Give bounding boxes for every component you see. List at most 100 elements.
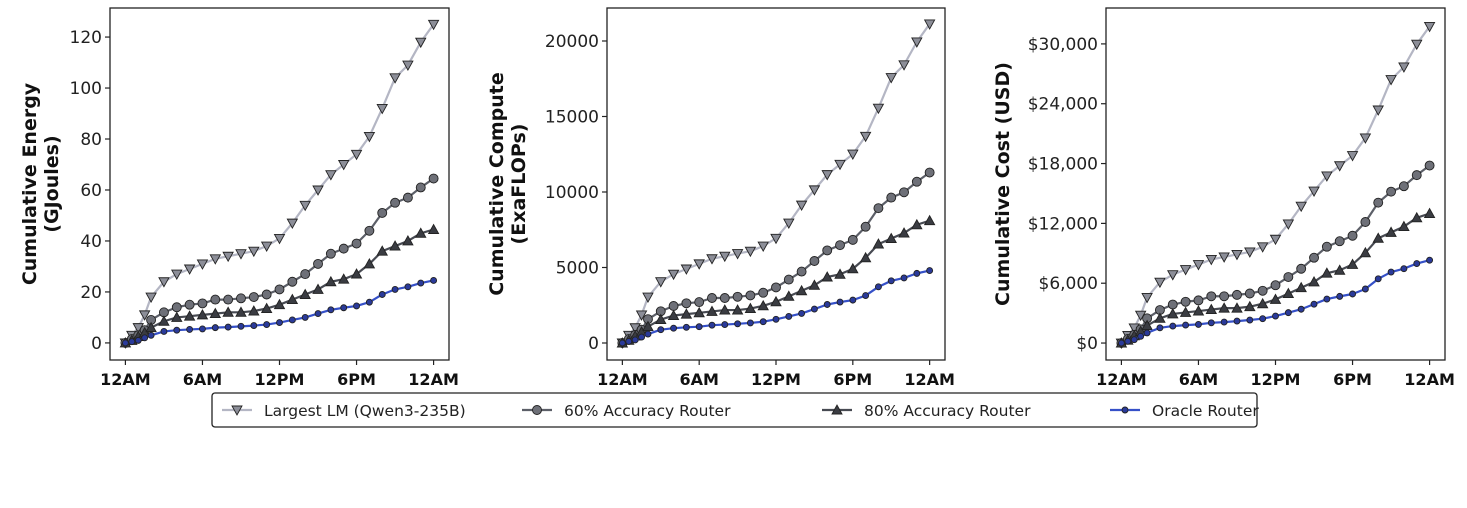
data-point-2-26 [1423,207,1436,218]
data-point-2-12 [248,305,260,316]
data-point-1-22 [1373,197,1384,208]
data-point-2-15 [286,293,299,305]
y-tick-label: $0 [1076,334,1098,354]
data-point-2-16 [299,288,311,299]
data-point-0-8 [693,259,705,270]
data-point-2-20 [350,268,363,279]
y-tick-label: 100 [70,79,102,99]
data-point-3-0 [121,339,129,347]
y-tick-label: 0 [588,334,599,354]
y-tick-label: $24,000 [1028,95,1098,115]
data-point-3-14 [276,319,283,326]
data-point-1-19 [338,243,349,254]
data-point-1-9 [707,293,717,303]
x-tick-label: 6AM [183,370,222,389]
data-point-3-20 [353,302,360,310]
data-point-0-14 [770,233,782,245]
data-point-3-21 [365,298,373,306]
data-point-0-21 [1359,133,1372,144]
data-point-3-25 [1413,260,1421,268]
data-point-0-3 [635,310,648,321]
data-point-2-23 [1385,226,1397,237]
data-point-1-18 [822,245,833,256]
data-point-1-19 [835,240,845,251]
data-point-2-13 [1256,297,1269,309]
data-point-3-26 [926,267,934,274]
data-point-2-26 [923,214,936,226]
data-point-1-12 [248,292,259,302]
data-point-1-20 [847,234,858,245]
data-point-2-10 [719,304,731,315]
legend-label: 60% Accuracy Router [564,402,731,420]
data-point-3-5 [657,326,665,334]
data-point-1-20 [351,238,362,249]
data-point-1-10 [719,293,730,303]
data-point-0-24 [402,60,414,72]
data-point-1-11 [236,293,246,304]
data-point-2-5 [158,315,170,326]
chart-panel-cost: $0 $6,000 $12,000 $18,000 $24,000 $30,000 12AM… [992,7,1455,389]
data-point-2-20 [1346,258,1359,269]
data-point-2-19 [1333,264,1346,275]
data-point-0-13 [757,241,769,252]
y-tick-label: 60 [80,181,102,201]
data-point-1-24 [899,187,909,198]
data-point-3-8 [695,323,703,331]
data-point-2-25 [1410,211,1423,223]
data-point-3-12 [250,322,258,330]
data-point-1-15 [1283,272,1294,282]
series-3 [618,267,934,347]
data-point-3-5 [1156,324,1164,332]
data-point-1-9 [210,294,221,305]
data-point-1-7 [681,298,692,309]
x-tick-label: 6AM [679,370,718,389]
data-point-1-18 [325,248,336,259]
data-point-0-3 [138,310,151,321]
data-point-1-11 [1232,289,1242,300]
chart-panel-energy: 0 20 40 60 80 100 120 12AM 6AM 12PM 6PM 12AM Cumulat… [19,7,459,389]
data-point-3-2 [631,336,639,344]
data-point-3-5 [160,328,168,335]
data-point-2-14 [770,295,782,307]
data-point-1-24 [402,192,413,203]
data-point-1-12 [1244,288,1255,299]
data-point-0-17 [312,185,324,196]
data-point-0-12 [744,246,757,258]
data-point-2-10 [222,306,234,317]
data-point-0-9 [1205,255,1218,266]
data-point-3-10 [224,323,232,331]
data-point-2-17 [808,279,821,290]
data-point-2-18 [325,275,337,287]
data-point-3-20 [849,296,857,304]
data-point-2-6 [667,309,680,320]
data-point-2-25 [911,218,923,230]
data-point-2-20 [847,262,859,274]
data-point-1-19 [1334,236,1345,247]
data-point-0-18 [821,170,833,181]
data-point-3-7 [1182,321,1190,329]
data-point-0-26 [1423,21,1436,33]
data-point-3-9 [708,321,716,329]
data-point-0-26 [923,19,936,30]
data-point-3-22 [378,291,386,298]
data-point-2-13 [260,302,273,313]
data-point-2-7 [183,310,196,321]
data-point-1-6 [1167,299,1178,310]
data-point-3-26 [1426,256,1434,264]
data-point-3-24 [404,283,412,291]
legend-entry-2: 80% Accuracy Router [822,402,1031,420]
y-axis-label: Cumulative Cost (USD) [992,62,1014,306]
y-tick-label: 80 [80,130,102,150]
chart-panel-compute: 0 5000 10000 15000 20000 12AM 6AM 12PM 6PM 12AM Cu… [486,7,955,389]
data-point-3-11 [734,320,742,328]
data-point-3-6 [670,324,678,332]
data-point-1-8 [1193,295,1204,306]
data-point-3-16 [1297,305,1305,313]
data-point-2-8 [693,306,705,318]
y-tick-label: $6,000 [1039,274,1098,294]
data-point-0-11 [1231,249,1243,261]
data-point-3-3 [638,333,646,341]
data-point-2-16 [795,284,808,296]
data-point-3-16 [798,309,806,317]
series-1 [1116,160,1435,348]
